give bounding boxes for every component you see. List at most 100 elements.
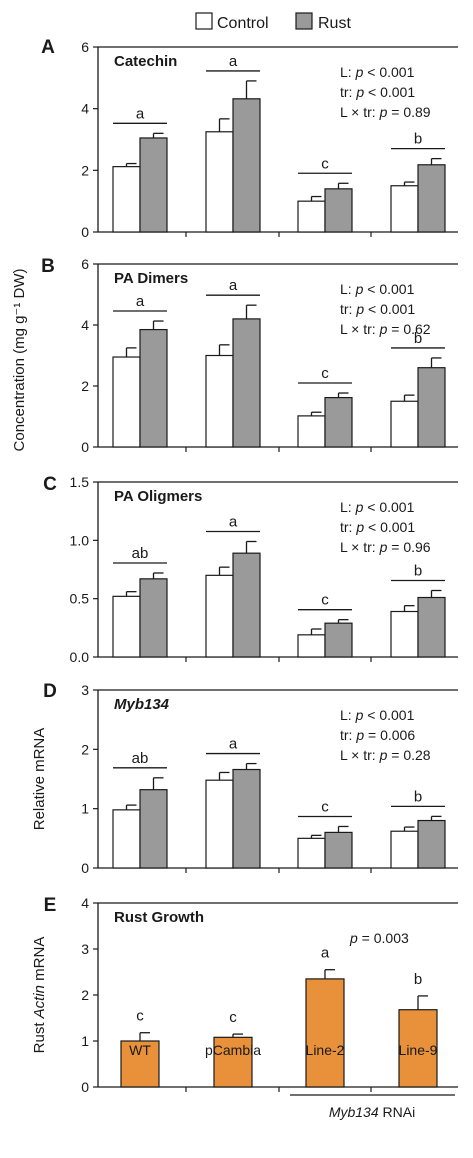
bar-C-control-3 <box>390 610 419 658</box>
y-tick-label-B-2: 4 <box>81 317 89 333</box>
bar-C-rust-2 <box>324 622 353 658</box>
sig-letter-C-2: c <box>321 592 329 609</box>
x-label-line-2: Line-2 <box>306 1042 345 1058</box>
bar-A-rust-3 <box>417 164 446 233</box>
bar-D-rust-2 <box>324 831 353 869</box>
stat-line-A-2: L × tr: p = 0.89 <box>340 104 431 120</box>
x-label-wt: WT <box>129 1042 151 1058</box>
y-tick-label-A-3: 6 <box>81 39 89 55</box>
sig-letter-A-0: a <box>136 105 145 122</box>
bar-A-control-3 <box>390 185 419 233</box>
bar-C-control-0 <box>112 595 141 658</box>
shared-y-axis-label: Concentration (mg g⁻¹ DW) <box>11 269 28 452</box>
sig-letter-B-1: a <box>229 277 238 294</box>
bar-C-rust-1 <box>232 552 261 658</box>
bar-C-rust-3 <box>417 596 446 658</box>
y-tick-label-E-0: 0 <box>81 1079 89 1095</box>
panel-letter-E: E <box>44 895 57 916</box>
rnai-gene-name: Myb134 <box>329 1104 379 1120</box>
stat-line-C-0: L: p < 0.001 <box>340 499 415 515</box>
stat-line-E-0: p = 0.003 <box>349 930 409 946</box>
sig-letter-E-0: c <box>136 1008 144 1025</box>
bar-E-growth-3 <box>398 1009 438 1088</box>
y-tick-label-D-1: 1 <box>81 801 89 817</box>
sig-letter-B-3: b <box>414 330 422 347</box>
panel-B: B PA Dimers 0 2 4 6 a a c b L: p < 0.001 tr: p < 0.… <box>41 256 458 455</box>
sig-letter-D-0: ab <box>132 750 149 767</box>
bar-C-control-1 <box>205 574 234 658</box>
bar-A-rust-1 <box>232 98 261 233</box>
bar-B-control-1 <box>205 354 234 448</box>
bar-D-control-0 <box>112 809 141 869</box>
panels: A Catechin 0 2 4 6 a a c b L: p < 0.001 tr: p < 0.0… <box>31 37 458 1095</box>
legend-label-control: Control <box>217 15 269 32</box>
panel-C: C PA Oligmers 0.0 0.5 1.0 1.5 ab a c b L: p < 0.00… <box>43 474 458 665</box>
stat-line-D-0: L: p < 0.001 <box>340 707 415 723</box>
bar-B-rust-1 <box>232 318 261 448</box>
y-axis-label-D: Relative mRNA <box>31 728 48 831</box>
y-tick-label-D-3: 3 <box>81 682 89 698</box>
y-tick-label-E-2: 2 <box>81 987 89 1003</box>
sig-letter-B-0: a <box>136 293 145 310</box>
y-tick-label-E-4: 4 <box>81 895 89 911</box>
rnai-group-label: Myb134 RNAi <box>329 1104 415 1120</box>
y-tick-label-D-0: 0 <box>81 860 89 876</box>
y-axis-label-E: Rust Actin mRNA <box>31 937 48 1054</box>
bar-B-rust-3 <box>417 367 446 448</box>
y-tick-label-E-3: 3 <box>81 941 89 957</box>
panel-letter-A: A <box>41 37 55 58</box>
legend: Control Rust <box>195 12 351 32</box>
bar-E-growth-1 <box>213 1036 253 1088</box>
bar-D-rust-3 <box>417 819 446 869</box>
panel-title-B: PA Dimers <box>114 270 188 287</box>
bar-D-rust-0 <box>139 789 168 869</box>
stat-line-A-0: L: p < 0.001 <box>340 64 415 80</box>
x-label-pcambia: pCambia <box>205 1042 261 1058</box>
bar-E-growth-0 <box>120 1040 160 1088</box>
bar-D-control-3 <box>390 830 419 869</box>
bar-B-control-3 <box>390 400 419 448</box>
bar-D-rust-1 <box>232 768 261 869</box>
sig-letter-A-3: b <box>414 131 422 148</box>
bar-B-control-0 <box>112 356 141 448</box>
y-tick-label-C-2: 1.0 <box>70 532 90 548</box>
sig-letter-E-2: a <box>321 945 330 962</box>
bar-B-control-2 <box>297 415 326 448</box>
sig-letter-C-3: b <box>414 563 422 580</box>
stat-line-B-2: L × tr: p = 0.62 <box>340 321 431 337</box>
y-tick-label-C-0: 0.0 <box>70 649 90 665</box>
x-label-line-9: Line-9 <box>399 1042 438 1058</box>
y-tick-label-E-1: 1 <box>81 1033 89 1049</box>
bar-D-control-1 <box>205 779 234 869</box>
sig-letter-B-2: c <box>321 365 329 382</box>
panel-title-A: Catechin <box>114 53 177 70</box>
panel-D: D Myb134 0 1 2 3 ab a c b L: p < 0.001 tr: p = 0.00… <box>31 681 458 876</box>
bar-E-growth-2 <box>305 978 345 1088</box>
y-tick-label-A-1: 2 <box>81 162 89 178</box>
sig-letter-E-1: c <box>229 1009 237 1026</box>
sig-letter-D-3: b <box>414 788 422 805</box>
stat-line-D-2: L × tr: p = 0.28 <box>340 747 431 763</box>
sig-letter-D-1: a <box>229 736 238 753</box>
stat-line-B-1: tr: p < 0.001 <box>340 301 415 317</box>
bar-C-control-2 <box>297 634 326 658</box>
panel-A: A Catechin 0 2 4 6 a a c b L: p < 0.001 tr: p < 0.0… <box>41 37 458 240</box>
y-tick-label-B-3: 6 <box>81 256 89 272</box>
sig-letter-C-1: a <box>229 514 238 531</box>
y-tick-label-B-1: 2 <box>81 378 89 394</box>
bar-C-rust-0 <box>139 578 168 658</box>
panel-letter-C: C <box>43 474 57 495</box>
stat-line-C-2: L × tr: p = 0.96 <box>340 539 431 555</box>
panel-title-C: PA Oligmers <box>114 488 202 505</box>
bar-A-control-1 <box>205 131 234 233</box>
y-tick-label-C-1: 0.5 <box>70 591 90 607</box>
bar-A-control-0 <box>112 166 141 233</box>
sig-letter-E-3: b <box>414 971 422 988</box>
legend-swatch-control <box>195 12 213 30</box>
bar-A-control-2 <box>297 200 326 233</box>
panel-letter-D: D <box>43 681 57 702</box>
stat-line-C-1: tr: p < 0.001 <box>340 519 415 535</box>
y-tick-label-C-3: 1.5 <box>70 474 90 490</box>
x-axis-labels: WT pCambia Line-2 Line-9 Myb134 RNAi <box>129 1042 455 1120</box>
